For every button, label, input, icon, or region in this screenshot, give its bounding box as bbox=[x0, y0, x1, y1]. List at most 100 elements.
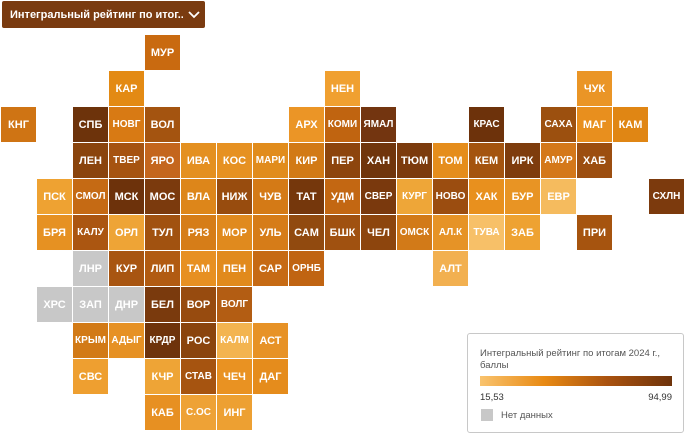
region-tile[interactable]: ПЕР bbox=[325, 143, 360, 178]
region-tile[interactable]: ДАГ bbox=[253, 359, 288, 394]
region-tile[interactable]: ТАМ bbox=[181, 251, 216, 286]
region-tile[interactable]: ИРК bbox=[505, 143, 540, 178]
region-tile[interactable]: СТАВ bbox=[181, 359, 216, 394]
region-tile[interactable]: НОВГ bbox=[109, 107, 144, 142]
legend-no-data-label: Нет данных bbox=[501, 410, 553, 421]
region-tile[interactable]: НИЖ bbox=[217, 179, 252, 214]
region-tile[interactable]: ИВА bbox=[181, 143, 216, 178]
region-tile[interactable]: ТВЕР bbox=[109, 143, 144, 178]
region-tile[interactable]: РЯЗ bbox=[181, 215, 216, 250]
legend-no-data-swatch bbox=[481, 409, 493, 421]
region-tile[interactable]: ЯМАЛ bbox=[361, 107, 396, 142]
region-tile[interactable]: МОР bbox=[217, 215, 252, 250]
region-tile[interactable]: НОВО bbox=[433, 179, 468, 214]
region-tile[interactable]: КОС bbox=[217, 143, 252, 178]
region-tile[interactable]: КАЛМ bbox=[217, 323, 252, 358]
region-tile[interactable]: ТУВА bbox=[469, 215, 504, 250]
region-tile[interactable]: КАБ bbox=[145, 395, 180, 430]
region-tile[interactable]: СХЛН bbox=[649, 179, 684, 214]
region-tile[interactable]: ПЕН bbox=[217, 251, 252, 286]
region-tile[interactable]: ТУЛ bbox=[145, 215, 180, 250]
indicator-dropdown[interactable]: Интегральный рейтинг по итог... bbox=[2, 1, 205, 28]
region-tile[interactable]: НЕН bbox=[325, 71, 360, 106]
region-tile[interactable]: КИР bbox=[289, 143, 324, 178]
region-tile[interactable]: УДМ bbox=[325, 179, 360, 214]
region-tile[interactable]: ОРЛ bbox=[109, 215, 144, 250]
region-tile[interactable]: КАЛУ bbox=[73, 215, 108, 250]
region-tile[interactable]: ВЛА bbox=[181, 179, 216, 214]
region-tile[interactable]: БРЯ bbox=[37, 215, 72, 250]
region-tile[interactable]: ВОЛГ bbox=[217, 287, 252, 322]
region-tile[interactable]: ТАТ bbox=[289, 179, 324, 214]
region-tile[interactable]: ХРС bbox=[37, 287, 72, 322]
region-tile[interactable]: ОРНБ bbox=[289, 251, 324, 286]
region-tile[interactable]: КОМИ bbox=[325, 107, 360, 142]
region-tile[interactable]: АЛ.К bbox=[433, 215, 468, 250]
region-tile[interactable]: ТОМ bbox=[433, 143, 468, 178]
region-tile[interactable]: БУР bbox=[505, 179, 540, 214]
region-tile[interactable]: КРЫМ bbox=[73, 323, 108, 358]
region-tile[interactable]: ХАК bbox=[469, 179, 504, 214]
region-tile[interactable]: ХАН bbox=[361, 143, 396, 178]
region-tile[interactable]: КУРГ bbox=[397, 179, 432, 214]
region-tile[interactable]: ЯРО bbox=[145, 143, 180, 178]
region-tile[interactable]: РОС bbox=[181, 323, 216, 358]
region-tile[interactable]: ПСК bbox=[37, 179, 72, 214]
region-tile[interactable]: С.ОС bbox=[181, 395, 216, 430]
legend-min-value: 15,53 bbox=[480, 392, 504, 403]
region-tile[interactable]: МАГ bbox=[577, 107, 612, 142]
legend: Интегральный рейтинг по итогам 2024 г., … bbox=[467, 333, 684, 433]
region-tile[interactable]: МАРИ bbox=[253, 143, 288, 178]
region-tile[interactable]: ХАБ bbox=[577, 143, 612, 178]
region-tile[interactable]: КРДР bbox=[145, 323, 180, 358]
region-tile[interactable]: ЧУК bbox=[577, 71, 612, 106]
region-tile[interactable]: КАР bbox=[109, 71, 144, 106]
region-tile[interactable]: ВОР bbox=[181, 287, 216, 322]
region-tile[interactable]: МУР bbox=[145, 35, 180, 70]
region-tile[interactable]: ЗАБ bbox=[505, 215, 540, 250]
region-tile[interactable]: МОС bbox=[145, 179, 180, 214]
region-tile[interactable]: АЛТ bbox=[433, 251, 468, 286]
region-tile[interactable]: ВОЛ bbox=[145, 107, 180, 142]
region-tile[interactable]: УЛЬ bbox=[253, 215, 288, 250]
region-tile[interactable]: КНГ bbox=[1, 107, 36, 142]
region-tile[interactable]: АРХ bbox=[289, 107, 324, 142]
region-tile[interactable]: ИНГ bbox=[217, 395, 252, 430]
legend-title: Интегральный рейтинг по итогам 2024 г., … bbox=[480, 348, 660, 371]
region-tile[interactable]: ЛЕН bbox=[73, 143, 108, 178]
region-tile[interactable]: КЕМ bbox=[469, 143, 504, 178]
chevron-down-icon[interactable] bbox=[183, 1, 205, 28]
region-tile[interactable]: КУР bbox=[109, 251, 144, 286]
region-tile[interactable]: ОМСК bbox=[397, 215, 432, 250]
region-tile[interactable]: СВС bbox=[73, 359, 108, 394]
region-tile[interactable]: СМОЛ bbox=[73, 179, 108, 214]
region-tile[interactable]: ЛИП bbox=[145, 251, 180, 286]
region-tile[interactable]: САР bbox=[253, 251, 288, 286]
region-tile[interactable]: САХА bbox=[541, 107, 576, 142]
region-tile[interactable]: КЧР bbox=[145, 359, 180, 394]
region-tile[interactable]: СПБ bbox=[73, 107, 108, 142]
region-tile[interactable]: БЕЛ bbox=[145, 287, 180, 322]
region-tile[interactable]: ЧЕЧ bbox=[217, 359, 252, 394]
region-tile[interactable]: АМУР bbox=[541, 143, 576, 178]
indicator-dropdown-label: Интегральный рейтинг по итог... bbox=[10, 8, 183, 21]
legend-max-value: 94,99 bbox=[648, 392, 672, 403]
region-tile[interactable]: МСК bbox=[109, 179, 144, 214]
region-tile[interactable]: ЕВР bbox=[541, 179, 576, 214]
region-tile[interactable]: ТЮМ bbox=[397, 143, 432, 178]
region-tile[interactable]: ДНР bbox=[109, 287, 144, 322]
region-tile[interactable]: АДЫГ bbox=[109, 323, 144, 358]
region-tile[interactable]: ЗАП bbox=[73, 287, 108, 322]
region-tile[interactable]: АСТ bbox=[253, 323, 288, 358]
region-tile[interactable]: БШК bbox=[325, 215, 360, 250]
region-tile[interactable]: ЧЕЛ bbox=[361, 215, 396, 250]
region-tile[interactable]: КРАС bbox=[469, 107, 504, 142]
region-tile[interactable]: ЛНР bbox=[73, 251, 108, 286]
region-tile[interactable]: САМ bbox=[289, 215, 324, 250]
region-tile[interactable]: ЧУВ bbox=[253, 179, 288, 214]
region-tile[interactable]: СВЕР bbox=[361, 179, 396, 214]
legend-color-scale bbox=[480, 376, 672, 386]
region-tile[interactable]: КАМ bbox=[613, 107, 648, 142]
region-tile[interactable]: ПРИ bbox=[577, 215, 612, 250]
